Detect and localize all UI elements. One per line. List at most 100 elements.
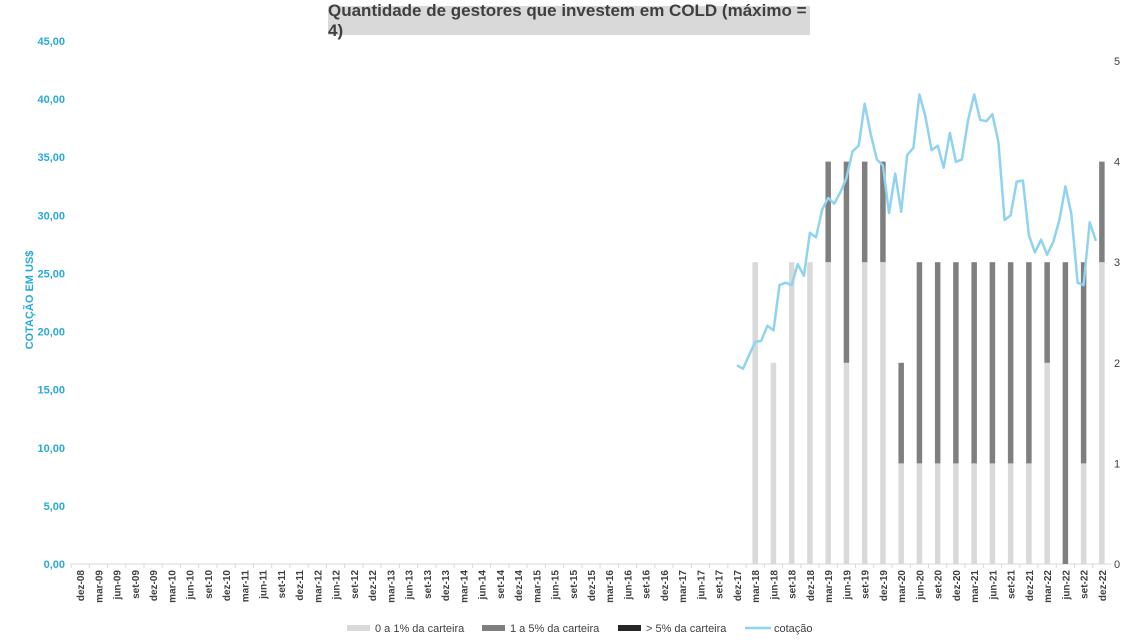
line-group	[736, 93, 1098, 370]
left-tick-label: 5,00	[44, 501, 65, 513]
right-tick-label: 4	[1114, 157, 1120, 169]
bar-segment-mid	[1099, 161, 1105, 263]
x-tick-label: dez-18	[806, 570, 817, 602]
x-tick-label: set-18	[788, 570, 799, 599]
x-tick-label: jun-22	[1061, 570, 1072, 601]
bar-segment-mid	[898, 362, 904, 464]
x-tick-label: mar-11	[240, 570, 251, 603]
bar-segment-mid	[916, 262, 923, 464]
x-tick-label: mar-21	[970, 570, 981, 603]
x-tick-label: mar-12	[313, 570, 324, 603]
legend-label: > 5% da carteira	[646, 623, 727, 635]
bar-segment-low	[953, 463, 959, 564]
x-tick-label: set-16	[642, 570, 653, 599]
x-tick-label: mar-19	[824, 570, 835, 603]
left-tick-label: 20,00	[37, 327, 65, 339]
x-tick-label: dez-13	[441, 570, 452, 602]
x-tick-label: set-10	[204, 570, 215, 599]
x-axis-ticks: dez-08 mar-09 jun-09 set-09 dez-09 mar-10 jun-…	[70, 564, 1109, 603]
x-tick-label: dez-19	[879, 570, 890, 602]
left-tick-label: 15,00	[37, 385, 65, 397]
right-tick-label: 3	[1114, 257, 1120, 269]
legend-swatch	[482, 625, 505, 631]
x-tick-label: jun-18	[769, 570, 780, 601]
x-tick-label: jun-12	[332, 570, 343, 601]
x-tick-label: mar-17	[678, 570, 689, 603]
x-tick-label: set-09	[131, 570, 142, 599]
x-tick-label: dez-21	[1025, 570, 1036, 602]
x-tick-label: jun-21	[988, 570, 999, 601]
x-tick-label: set-11	[277, 570, 288, 599]
bar-segment-low	[989, 463, 996, 564]
bar-segment-low	[1044, 362, 1050, 564]
x-tick-label: mar-14	[459, 570, 470, 603]
bar-segment-mid	[953, 262, 959, 464]
legend-label: 1 a 5% da carteira	[510, 623, 600, 635]
bar-segment-low	[880, 262, 886, 564]
x-tick-label: dez-09	[149, 570, 160, 602]
x-tick-label: jun-20	[915, 570, 926, 601]
bar-segment-low	[1080, 463, 1087, 564]
right-axis-ticks: 0 1 2 3 4 5	[1114, 56, 1120, 571]
x-tick-label: jun-14	[478, 570, 489, 601]
x-tick-label: dez-20	[952, 570, 963, 602]
x-tick-label: jun-19	[842, 570, 853, 601]
x-tick-label: dez-15	[587, 570, 598, 602]
x-tick-label: mar-22	[1043, 570, 1054, 603]
x-tick-label: jun-11	[259, 570, 270, 600]
bar-segment-low	[752, 262, 758, 564]
x-tick-label: set-17	[715, 570, 726, 599]
right-tick-label: 0	[1114, 559, 1120, 571]
x-tick-label: dez-11	[295, 570, 306, 601]
x-tick-label: jun-09	[113, 570, 124, 601]
bar-segment-mid	[971, 262, 977, 464]
bar-segment-mid	[989, 262, 996, 464]
x-tick-label: mar-18	[751, 570, 762, 603]
x-tick-label: mar-20	[897, 570, 908, 603]
left-tick-label: 35,00	[37, 152, 65, 164]
x-tick-label: set-13	[423, 570, 434, 599]
bar-segment-mid	[825, 161, 831, 263]
x-tick-label: mar-09	[94, 570, 105, 603]
legend-label: cotação	[774, 623, 813, 635]
x-tick-label: mar-13	[386, 570, 397, 603]
x-tick-label: set-19	[861, 570, 872, 599]
bar-segment-mid	[1062, 262, 1069, 564]
x-tick-label: mar-16	[605, 570, 616, 603]
bar-segment-low	[843, 362, 850, 564]
bar-segment-low	[1026, 463, 1032, 564]
bar-segment-low	[825, 262, 831, 564]
right-tick-label: 5	[1114, 56, 1120, 68]
left-tick-label: 25,00	[37, 268, 65, 280]
bar-segment-mid	[843, 161, 850, 363]
legend: 0 a 1% da carteira 1 a 5% da carteira > 5%…	[347, 623, 813, 635]
right-tick-label: 2	[1114, 358, 1120, 370]
bar-segment-low	[916, 463, 923, 564]
x-tick-label: set-21	[1007, 570, 1018, 599]
left-tick-label: 40,00	[37, 94, 65, 106]
x-tick-label: dez-12	[368, 570, 379, 602]
x-tick-label: jun-13	[405, 570, 416, 601]
bar-segment-mid	[861, 161, 868, 263]
x-tick-label: set-15	[569, 570, 580, 599]
bar-segment-mid	[934, 262, 941, 464]
x-tick-label: mar-10	[167, 570, 178, 603]
bar-segment-low	[770, 362, 777, 564]
x-tick-label: set-14	[496, 570, 507, 599]
bar-segment-low	[971, 463, 977, 564]
left-axis-ticks: 0,00 5,00 10,00 15,00 20,00 25,00 30,00 35,00 40…	[37, 36, 65, 571]
right-tick-label: 1	[1114, 458, 1120, 470]
left-tick-label: 30,00	[37, 210, 65, 222]
bar-segment-low	[1099, 262, 1105, 564]
legend-swatch	[347, 625, 370, 631]
cotacao-line	[736, 93, 1098, 370]
x-tick-label: dez-22	[1098, 570, 1109, 602]
bar-segment-mid	[1007, 262, 1014, 464]
x-tick-label: set-12	[350, 570, 361, 599]
left-tick-label: 45,00	[37, 36, 65, 48]
x-tick-label: jun-15	[551, 570, 562, 601]
bar-segment-low	[861, 262, 868, 564]
x-tick-label: jun-17	[696, 570, 707, 601]
bar-segment-low	[788, 262, 795, 564]
